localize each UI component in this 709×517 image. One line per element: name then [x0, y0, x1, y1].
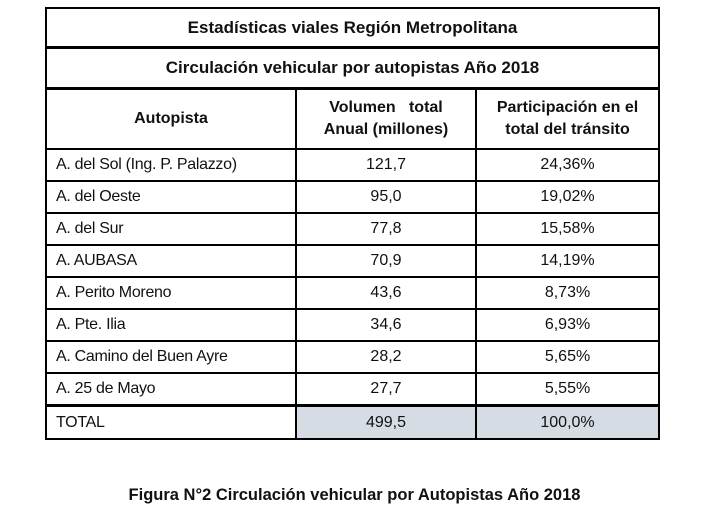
row-volume: 95,0 — [295, 180, 477, 214]
table-row: A. del Sol (Ing. P. Palazzo) 121,7 24,36% — [45, 148, 661, 182]
row-share: 19,02% — [474, 180, 661, 214]
row-volume: 28,2 — [295, 340, 477, 374]
table-row: A. 25 de Mayo 27,7 5,55% — [45, 372, 661, 407]
row-share: 24,36% — [474, 148, 661, 182]
row-volume: 121,7 — [295, 148, 477, 182]
header-share: Participación en el total del tránsito — [474, 87, 661, 150]
row-name: A. Camino del Buen Ayre — [45, 340, 297, 374]
table-row: A. del Oeste 95,0 19,02% — [45, 180, 661, 214]
header-autopista: Autopista — [45, 87, 297, 150]
header-share-line2: total del tránsito — [505, 121, 630, 138]
row-share: 8,73% — [474, 276, 661, 310]
row-share: 15,58% — [474, 212, 661, 246]
row-share: 6,93% — [474, 308, 661, 342]
header-volume: Volumen total Anual (millones) — [295, 87, 477, 150]
row-share: 14,19% — [474, 244, 661, 278]
row-name: A. del Sur — [45, 212, 297, 246]
table-subtitle: Circulación vehicular por autopistas Año… — [44, 46, 661, 90]
row-share: 5,65% — [474, 340, 661, 374]
row-name: A. del Sol (Ing. P. Palazzo) — [45, 148, 297, 182]
header-share-line1: Participación en el — [496, 99, 639, 116]
table-row: A. Camino del Buen Ayre 28,2 5,65% — [45, 340, 661, 374]
table-title: Estadísticas viales Región Metropolitana — [44, 7, 661, 49]
row-name: A. del Oeste — [45, 180, 297, 214]
figure-caption: Figura N°2 Circulación vehicular por Aut… — [128, 486, 581, 504]
table-row: A. Pte. Ilia 34,6 6,93% — [45, 308, 661, 342]
row-volume: 34,6 — [295, 308, 477, 342]
table-row: A. del Sur 77,8 15,58% — [45, 212, 661, 246]
row-volume: 43,6 — [295, 276, 477, 310]
traffic-statistics-table: Estadísticas viales Región Metropolitana… — [44, 7, 661, 440]
header-volume-line2: Anual (millones) — [323, 121, 449, 138]
row-name: A. Perito Moreno — [45, 276, 297, 310]
row-name: A. 25 de Mayo — [45, 372, 297, 407]
row-volume: 77,8 — [295, 212, 477, 246]
row-volume: 70,9 — [295, 244, 477, 278]
header-volume-line1: Volumen total — [329, 99, 443, 116]
total-row: TOTAL 499,5 100,0% — [45, 404, 661, 440]
total-share: 100,0% — [474, 404, 661, 440]
table-row: A. AUBASA 70,9 14,19% — [45, 244, 661, 278]
total-volume: 499,5 — [295, 404, 477, 440]
row-share: 5,55% — [474, 372, 661, 407]
row-volume: 27,7 — [295, 372, 477, 407]
row-name: A. AUBASA — [45, 244, 297, 278]
table-row: A. Perito Moreno 43,6 8,73% — [45, 276, 661, 310]
total-label: TOTAL — [45, 404, 297, 440]
row-name: A. Pte. Ilia — [45, 308, 297, 342]
